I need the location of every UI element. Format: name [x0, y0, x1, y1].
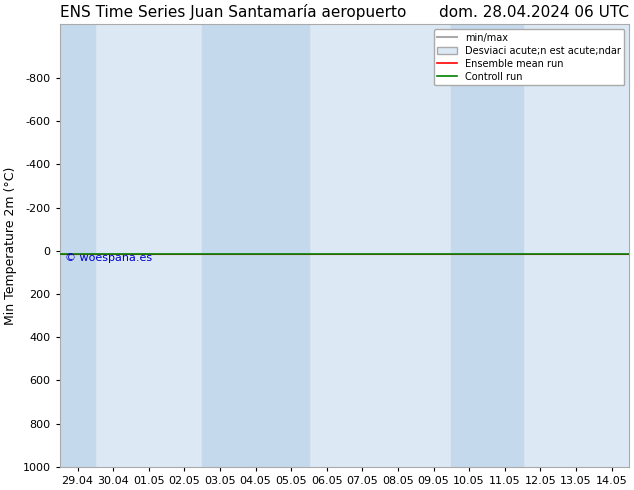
Bar [202, 24, 309, 467]
Legend: min/max, Desviaci acute;n est acute;ndar, Ensemble mean run, Controll run: min/max, Desviaci acute;n est acute;ndar… [434, 29, 624, 85]
Text: dom. 28.04.2024 06 UTC: dom. 28.04.2024 06 UTC [439, 5, 630, 20]
Text: ENS Time Series Juan Santamaría aeropuerto: ENS Time Series Juan Santamaría aeropuer… [60, 4, 406, 20]
Text: © woespana.es: © woespana.es [65, 253, 153, 263]
Y-axis label: Min Temperature 2m (°C): Min Temperature 2m (°C) [4, 166, 17, 325]
Bar [451, 24, 522, 467]
Bar [60, 24, 95, 467]
